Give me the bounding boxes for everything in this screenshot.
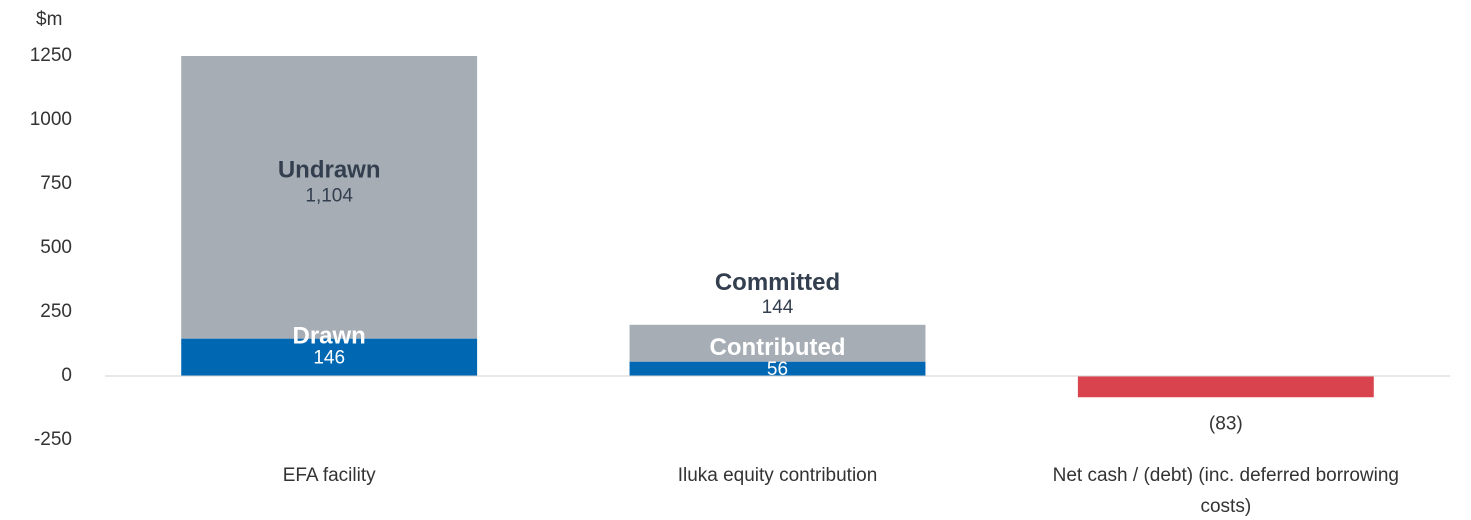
segment-name: Contributed [710, 334, 846, 361]
segment-name: Undrawn [278, 157, 381, 184]
x-tick-label: EFA facility [282, 465, 376, 486]
x-tick-label-box: Net cash / (debt) (inc. deferred borrowi… [1052, 465, 1400, 517]
segment-name: Drawn [292, 323, 365, 350]
value-label: 146 [313, 347, 345, 368]
bar-segment [1077, 376, 1374, 398]
y-axis-label: $m [36, 9, 62, 30]
value-label: 144 [762, 297, 794, 318]
bar-segment [181, 338, 478, 376]
y-tick-label: 1000 [30, 109, 72, 130]
x-tick-label-box: Iluka equity contribution [677, 465, 878, 486]
bar-segment [181, 56, 478, 339]
value-label: (83) [1209, 413, 1243, 434]
y-tick-label: 250 [40, 301, 72, 322]
x-tick-label: Iluka equity contribution [677, 465, 878, 486]
x-tick-label-box: EFA facility [282, 465, 376, 486]
segment-name: Committed [715, 269, 840, 296]
bar-segment [629, 361, 926, 376]
value-label: 1,104 [305, 185, 353, 206]
y-tick-label: 1250 [30, 45, 72, 66]
value-label: 56 [767, 359, 788, 380]
bar-segment [629, 324, 926, 362]
y-tick-label: 0 [61, 365, 72, 386]
y-tick-label: 750 [40, 173, 72, 194]
y-tick-label: 500 [40, 237, 72, 258]
x-tick-label: Net cash / (debt) (inc. deferred borrowi… [1052, 465, 1400, 517]
y-tick-label: -250 [34, 429, 72, 450]
